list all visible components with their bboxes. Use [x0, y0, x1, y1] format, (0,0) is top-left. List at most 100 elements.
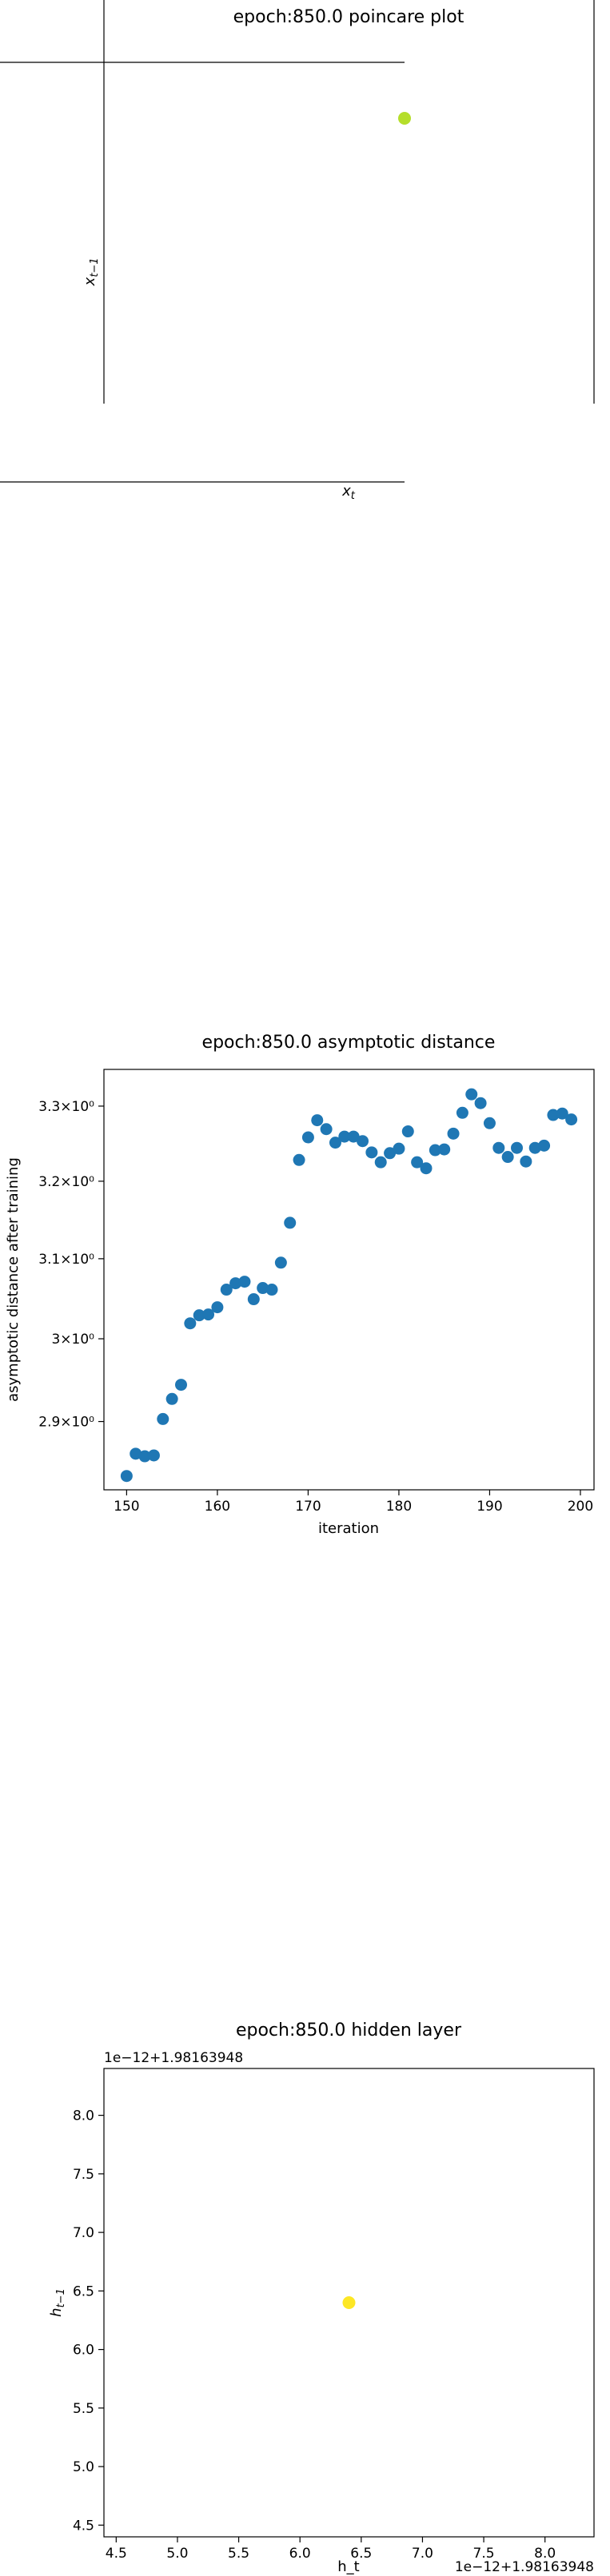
asymptotic-point: [247, 1293, 260, 1306]
poincare-figure: epoch:850.0 poincare plot xt xt−1: [0, 0, 610, 512]
asymptotic-point: [365, 1146, 378, 1159]
svg-text:xt−1: xt−1: [82, 258, 101, 287]
asymptotic-point: [265, 1284, 278, 1296]
poincare-x-label: xt: [341, 483, 356, 502]
hidden-layer-y-tick-label: 7.5: [73, 2167, 94, 2183]
asymptotic-points: [120, 1088, 578, 1483]
asymptotic-y-tick-label: 2.9×10⁰: [38, 1415, 94, 1431]
asymptotic-x-ticks: 150 160 170 180 190 200: [114, 1490, 593, 1515]
asymptotic-point: [274, 1256, 287, 1269]
asymptotic-point: [465, 1088, 478, 1101]
asymptotic-point: [120, 1470, 133, 1483]
asymptotic-point: [202, 1308, 215, 1321]
asymptotic-point: [193, 1309, 205, 1322]
asymptotic-point: [429, 1144, 441, 1157]
asymptotic-plot-frame: [103, 1069, 595, 1491]
asymptotic-point: [338, 1130, 351, 1143]
asymptotic-y-label: asymptotic distance after training: [5, 1157, 22, 1402]
asymptotic-point: [528, 1141, 541, 1154]
hidden-layer-y-tick-label: 6.0: [73, 2343, 94, 2359]
asymptotic-point: [284, 1216, 297, 1229]
hidden-layer-x-label: h_t: [337, 2558, 359, 2575]
hidden-layer-x-tick-label: 5.5: [228, 2546, 249, 2562]
poincare-y-label: xt−1: [82, 258, 101, 287]
poincare-title: epoch:850.0 poincare plot: [233, 7, 464, 27]
asymptotic-x-tick-label: 150: [114, 1499, 139, 1515]
asymptotic-point: [565, 1113, 578, 1126]
asymptotic-point: [311, 1114, 324, 1127]
asymptotic-point: [130, 1447, 142, 1460]
poincare-point: [398, 112, 411, 125]
asymptotic-point: [157, 1412, 169, 1425]
hidden-layer-y-tick-label: 7.0: [73, 2225, 94, 2241]
asymptotic-point: [374, 1156, 387, 1169]
asymptotic-point: [329, 1137, 341, 1149]
asymptotic-x-label: iteration: [318, 1520, 379, 1537]
asymptotic-point: [147, 1449, 160, 1462]
asymptotic-point: [238, 1276, 251, 1288]
asymptotic-point: [401, 1125, 414, 1138]
hidden-layer-x-tick-label: 4.5: [106, 2546, 127, 2562]
hidden-layer-y-offset: 1e−12+1.98163948: [104, 2050, 243, 2066]
asymptotic-point: [474, 1097, 487, 1109]
hidden-layer-x-tick-label: 5.0: [166, 2546, 188, 2562]
asymptotic-point: [184, 1317, 197, 1330]
asymptotic-point: [320, 1123, 333, 1136]
asymptotic-y-tick-label: 3×10⁰: [51, 1332, 94, 1348]
asymptotic-point: [520, 1155, 532, 1168]
hidden-layer-x-offset: 1e−12+1.98163948: [455, 2559, 594, 2575]
hidden-layer-y-tick-label: 5.0: [73, 2459, 94, 2475]
asymptotic-point: [229, 1277, 242, 1290]
asymptotic-point: [393, 1142, 405, 1155]
asymptotic-x-tick-label: 200: [568, 1499, 593, 1515]
hidden-layer-figure: epoch:850.0 hidden layer 1e−12+1.9816394…: [0, 2014, 610, 2576]
asymptotic-y-tick-label: 3.1×10⁰: [38, 1252, 94, 1268]
asymptotic-point: [220, 1284, 233, 1296]
asymptotic-point: [456, 1106, 468, 1119]
hidden-layer-x-tick-label: 6.5: [350, 2546, 372, 2562]
asymptotic-point: [447, 1127, 460, 1140]
asymptotic-point: [501, 1151, 514, 1164]
asymptotic-point: [538, 1139, 551, 1152]
asymptotic-x-tick-label: 190: [476, 1499, 502, 1515]
hidden-layer-y-tick-label: 5.5: [73, 2401, 94, 2417]
poincare-svg: epoch:850.0 poincare plot xt xt−1: [0, 0, 595, 502]
asymptotic-point: [420, 1162, 433, 1175]
hidden-layer-plot-frame: [103, 2068, 595, 2538]
asymptotic-point: [347, 1130, 360, 1143]
hidden-layer-x-tick-label: 7.5: [473, 2546, 495, 2562]
asymptotic-title: epoch:850.0 asymptotic distance: [202, 1033, 496, 1053]
asymptotic-x-tick-label: 170: [295, 1499, 321, 1515]
hidden-layer-y-tick-label: 8.0: [73, 2108, 94, 2124]
hidden-layer-svg: epoch:850.0 hidden layer 1e−12+1.9816394…: [48, 2021, 595, 2575]
hidden-layer-x-tick-label: 6.0: [289, 2546, 311, 2562]
hidden-layer-y-label: ht−1: [48, 2288, 67, 2317]
asymptotic-point: [165, 1392, 178, 1405]
asymptotic-y-ticks: 2.9×10⁰ 3×10⁰ 3.1×10⁰ 3.2×10⁰ 3.3×10⁰: [38, 1099, 104, 1431]
asymptotic-y-tick-label: 3.3×10⁰: [38, 1099, 94, 1115]
asymptotic-svg: epoch:850.0 asymptotic distance 150 160 17…: [5, 1033, 595, 1537]
asymptotic-point: [492, 1141, 505, 1154]
asymptotic-point: [174, 1379, 187, 1392]
asymptotic-point: [138, 1450, 151, 1463]
asymptotic-point: [293, 1153, 305, 1166]
hidden-layer-title: epoch:850.0 hidden layer: [236, 2021, 462, 2040]
asymptotic-point: [511, 1141, 524, 1154]
hidden-layer-x-tick-label: 7.0: [412, 2546, 433, 2562]
asymptotic-point: [301, 1131, 314, 1144]
hidden-layer-y-ticks: 4.5 5.0 5.5 6.0 6.5 7.0 7.5 8.0: [73, 2108, 104, 2534]
hidden-layer-y-tick-label: 4.5: [73, 2518, 94, 2534]
asymptotic-point: [384, 1147, 397, 1160]
asymptotic-x-tick-label: 180: [386, 1499, 412, 1515]
hidden-layer-point: [342, 2296, 356, 2309]
asymptotic-point: [483, 1117, 496, 1129]
hidden-layer-y-tick-label: 6.5: [73, 2283, 94, 2299]
asymptotic-point: [556, 1107, 568, 1120]
asymptotic-y-tick-label: 3.2×10⁰: [38, 1174, 94, 1190]
asymptotic-point: [257, 1282, 269, 1295]
asymptotic-point: [547, 1109, 560, 1121]
asymptotic-point: [211, 1301, 224, 1314]
asymptotic-point: [357, 1135, 369, 1148]
asymptotic-x-tick-label: 160: [205, 1499, 230, 1515]
svg-text:ht−1: ht−1: [48, 2288, 67, 2317]
